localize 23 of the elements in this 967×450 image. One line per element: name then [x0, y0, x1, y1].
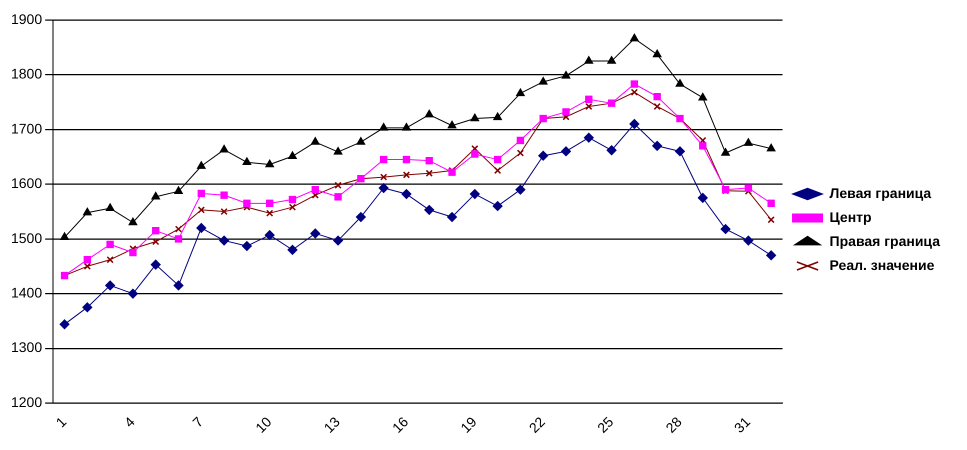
y-tick-label: 1200	[10, 394, 42, 410]
y-tick-label: 1900	[10, 10, 42, 27]
x-tick-label: 4	[120, 413, 138, 430]
x-tick-label: 10	[252, 413, 275, 436]
y-tick-label: 1600	[10, 175, 42, 192]
x-tick-label: 16	[388, 413, 412, 436]
legend-label: Левая граница	[830, 184, 932, 201]
x-tick-label: 7	[189, 413, 206, 430]
x-tick-label: 28	[662, 413, 685, 436]
legend-label: Центр	[830, 208, 872, 225]
y-tick-label: 1700	[10, 120, 42, 136]
x-tick-label: 13	[320, 413, 344, 436]
y-tick-label: 1500	[10, 230, 42, 246]
y-tick-label: 1300	[10, 339, 42, 356]
x-tick-label: 31	[730, 413, 754, 436]
legend-label: Реал. значение	[830, 256, 935, 273]
x-tick-label: 1	[52, 413, 70, 430]
legend-label: Правая граница	[830, 232, 940, 249]
y-tick-label: 1400	[10, 284, 42, 301]
x-tick-label: 19	[457, 413, 480, 436]
x-tick-label: 22	[526, 413, 548, 436]
x-tick-label: 25	[594, 413, 617, 436]
y-tick-label: 1800	[10, 66, 42, 82]
